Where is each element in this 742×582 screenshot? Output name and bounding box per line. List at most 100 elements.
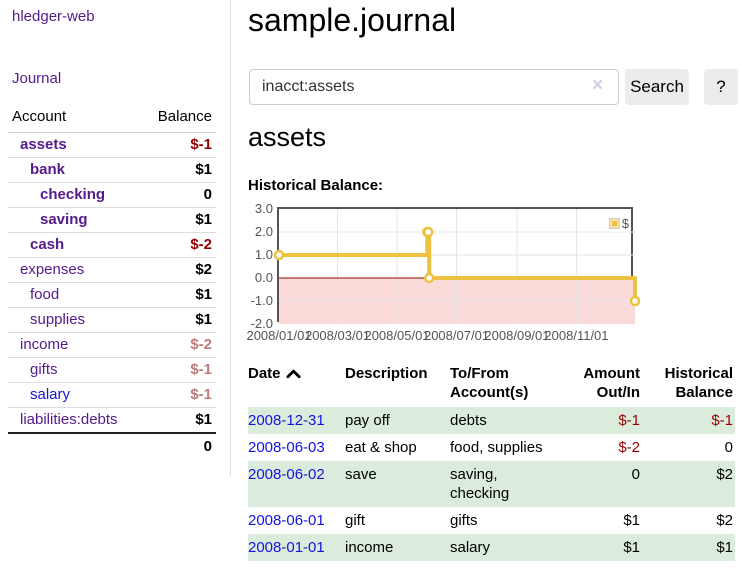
account-link-bank[interactable]: bank [30,161,66,178]
register-row: 2008-06-01 gift gifts $1 $2 [248,507,735,534]
account-balance: $-2 [190,336,212,353]
transaction-accounts: saving, checking [450,466,510,502]
transaction-date-link[interactable]: 2008-12-31 [248,412,325,429]
register-row: 2008-12-31 pay off debts $-1 $-1 [248,407,735,434]
help-button[interactable]: ? [704,69,738,105]
search-button[interactable]: Search [625,69,689,105]
clear-search-icon[interactable]: × [592,75,604,96]
account-row: checking 0 [8,183,216,208]
sidebar-item-journal[interactable]: Journal [12,70,62,87]
x-axis-tick-label: 2008/07/01 [423,328,490,343]
search-input[interactable] [249,69,619,105]
account-balance: $2 [195,261,212,278]
account-row: gifts $-1 [8,358,216,383]
x-axis-tick-label: 2008/03/01 [304,328,371,343]
transaction-accounts: food, supplies [450,439,543,456]
column-header-description: Description [345,365,428,382]
x-axis-tick-label: 2008/09/01 [484,328,550,343]
x-axis-tick-label: 2008/01/01 [246,328,312,343]
account-row: supplies $1 [8,308,216,333]
x-axis-tick-label: 2008/05/01 [364,328,430,343]
transaction-description: pay off [345,412,390,429]
account-balance: $-2 [190,236,212,253]
transaction-balance: $2 [716,466,733,483]
transaction-accounts: gifts [450,512,478,529]
y-axis-tick-label: 2.0 [254,224,273,239]
account-link-food[interactable]: food [30,286,60,303]
transaction-description: gift [345,512,366,529]
column-header-date[interactable]: Date [248,362,345,407]
transaction-date-link[interactable]: 2008-01-01 [248,539,325,556]
transaction-amount: $-1 [618,412,640,429]
register-row: 2008-01-01 income salary $1 $1 [248,534,735,561]
chart-legend: $ [608,215,630,232]
account-row: income $-2 [8,333,216,358]
account-link-salary[interactable]: salary [30,386,71,403]
account-balance: $-1 [190,386,212,403]
brand-link[interactable]: hledger-web [12,8,95,25]
total-balance: 0 [203,438,212,455]
account-balance: $1 [195,411,212,428]
account-link-cash[interactable]: cash [30,236,65,253]
account-row: bank $1 [8,158,216,183]
account-row: cash $-2 [8,233,216,258]
account-link-supplies[interactable]: supplies [30,311,86,328]
sort-ascending-icon [285,369,301,379]
account-row: expenses $2 [8,258,216,283]
account-link-liabilities-debts[interactable]: liabilities:debts [20,411,118,428]
column-header-balance: Historical Balance [664,365,733,401]
transaction-amount: $-2 [618,439,640,456]
account-link-checking[interactable]: checking [40,186,106,203]
account-link-assets[interactable]: assets [20,136,67,153]
chart-plot: $ 3.0 2.0 1.0 0.0 -1.0 -2.0 2008/01/01 2008/03/… [246,201,641,343]
account-balance: 0 [203,186,212,203]
account-balance-table: Account Balance assets $-1 bank $1 check… [8,103,216,459]
account-balance: $-1 [190,136,212,153]
transaction-date-link[interactable]: 2008-06-02 [248,466,325,483]
legend-label: $ [621,216,629,231]
transaction-amount: 0 [631,466,640,483]
date-header-label: Date [248,365,281,382]
account-row: saving $1 [8,208,216,233]
account-table-header: Account Balance [8,103,216,133]
transaction-date-link[interactable]: 2008-06-03 [248,439,325,456]
account-row: salary $-1 [8,383,216,408]
transaction-accounts: salary [450,539,491,556]
account-balance: $1 [195,211,212,228]
legend-swatch-icon [608,218,620,229]
account-row: food $1 [8,283,216,308]
transaction-balance: $2 [716,512,733,529]
sidebar-divider [230,0,231,476]
transaction-date-link[interactable]: 2008-06-01 [248,512,325,529]
register-row: 2008-06-03 eat & shop food, supplies $-2… [248,434,735,461]
x-axis-tick-label: 2008/11/01 [544,328,609,343]
transaction-description: save [345,466,377,483]
account-row: liabilities:debts $1 [8,408,216,432]
transaction-balance: 0 [724,439,733,456]
register-row: 2008-06-02 save saving, checking 0 $2 [248,461,735,507]
account-link-income[interactable]: income [20,336,69,353]
account-balance: $1 [195,311,212,328]
account-column-header: Account [12,108,67,125]
transaction-amount: $1 [623,512,640,529]
y-axis-tick-label: -1.0 [250,293,273,308]
account-total-row: 0 [8,432,216,459]
y-axis-tick-label: 1.0 [254,247,273,262]
column-header-accounts: To/From Account(s) [450,365,529,401]
account-heading: assets [248,122,327,152]
transaction-balance: $-1 [711,412,733,429]
account-link-saving[interactable]: saving [40,211,88,228]
y-axis-tick-label: -2.0 [250,316,273,331]
chart-title: Historical Balance: [248,177,384,194]
register-table: Date Description To/From Account(s) Amou… [248,362,735,561]
y-axis-tick-label: 3.0 [254,201,273,216]
transaction-balance: $1 [716,539,733,556]
account-link-expenses[interactable]: expenses [20,261,85,278]
account-balance: $-1 [190,361,212,378]
transaction-description: eat & shop [345,439,417,456]
balance-column-header: Balance [157,108,212,125]
account-balance: $1 [195,286,212,303]
account-link-gifts[interactable]: gifts [30,361,58,378]
account-balance: $1 [195,161,212,178]
